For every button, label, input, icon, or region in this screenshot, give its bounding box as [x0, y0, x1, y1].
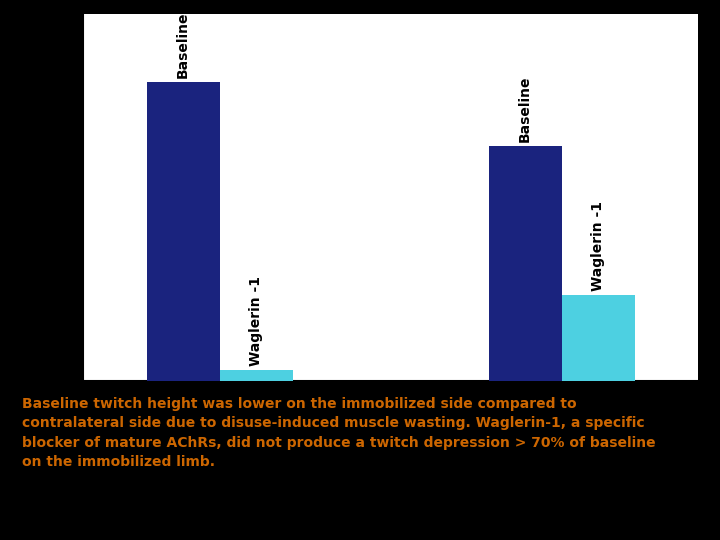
Text: Baseline: Baseline [518, 75, 532, 141]
Text: Waglerin -1: Waglerin -1 [591, 201, 605, 291]
Bar [562, 295, 634, 381]
Bar [489, 146, 562, 381]
Text: Waglerin -1: Waglerin -1 [249, 276, 263, 366]
Bar [220, 370, 292, 381]
Text: Baseline: Baseline [176, 11, 190, 78]
Bar [147, 82, 220, 381]
Text: Baseline twitch height was lower on the immobilized side compared to
contralater: Baseline twitch height was lower on the … [22, 397, 655, 469]
Y-axis label: Force (gms): Force (gms) [26, 141, 44, 253]
